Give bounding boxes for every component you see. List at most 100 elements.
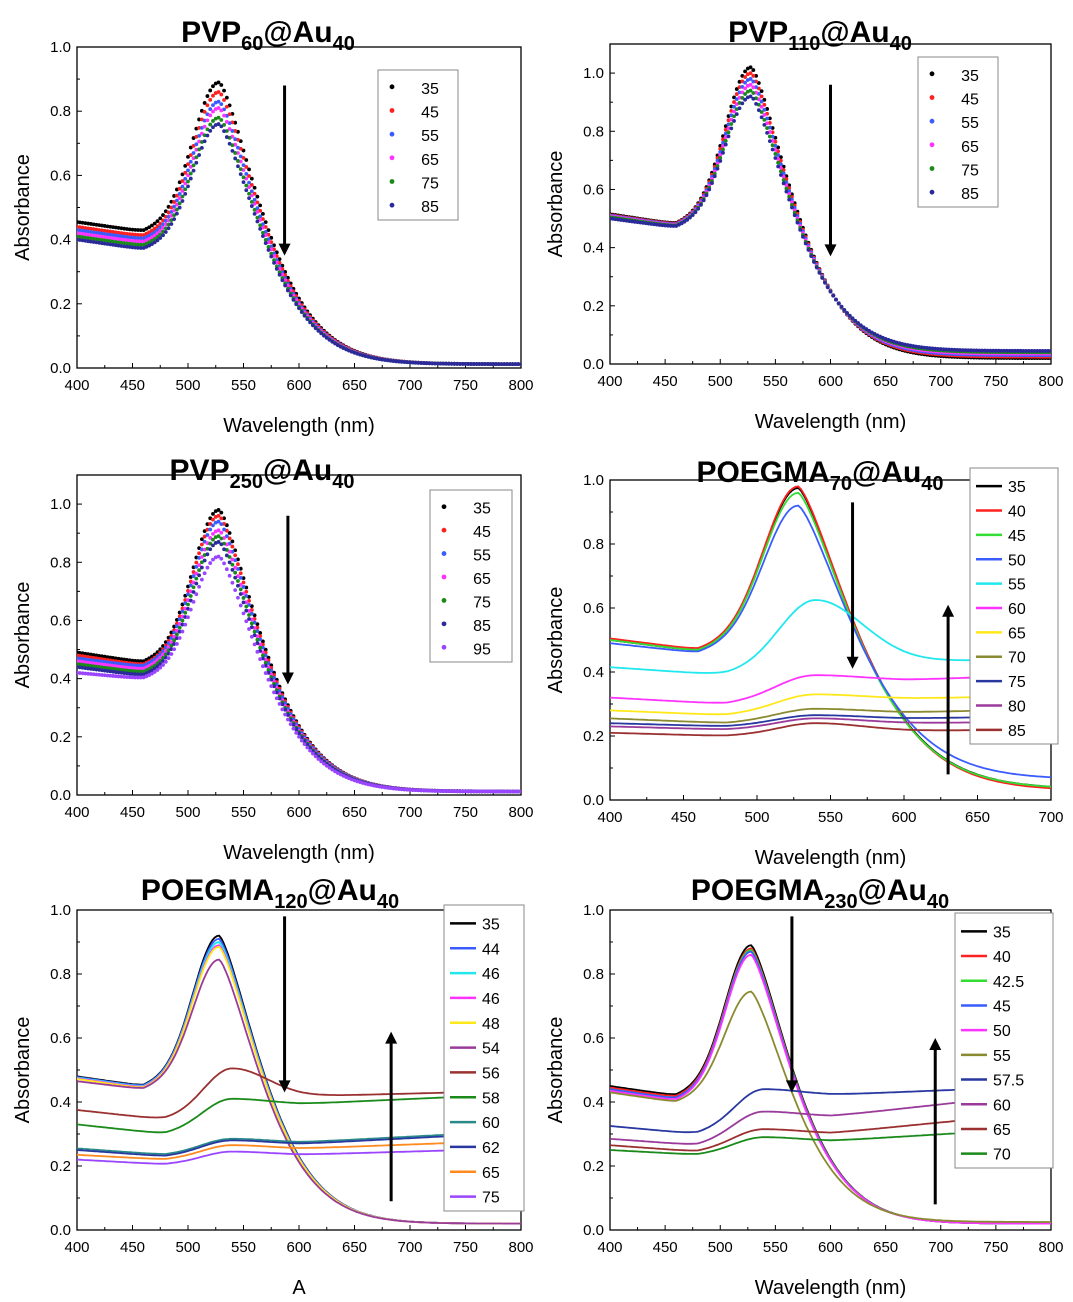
x-tick-label: 500: [708, 373, 733, 390]
data-point: [1016, 348, 1020, 353]
data-point: [408, 787, 412, 792]
data-point: [138, 236, 143, 241]
data-point: [241, 611, 246, 616]
data-point: [277, 260, 282, 265]
data-point: [105, 224, 110, 229]
data-point: [211, 93, 215, 98]
data-point: [438, 789, 443, 793]
x-tick-label: 400: [597, 373, 622, 390]
data-point: [721, 147, 725, 152]
data-point: [233, 151, 238, 155]
x-tick-label: 400: [64, 1239, 89, 1256]
data-point: [247, 617, 251, 621]
data-point: [205, 133, 210, 138]
data-point: [277, 696, 282, 701]
data-point: [175, 198, 179, 203]
data-point: [258, 217, 263, 222]
data-point: [175, 193, 179, 198]
data-point: [266, 670, 271, 675]
data-point: [108, 224, 113, 229]
data-point: [770, 143, 775, 148]
data-point: [499, 362, 504, 367]
data-point: [483, 789, 487, 794]
data-point: [718, 153, 723, 157]
data-point: [767, 139, 772, 143]
data-point: [249, 189, 254, 194]
data-point: [707, 187, 712, 192]
x-axis-label: A: [292, 1277, 306, 1299]
data-point: [460, 362, 465, 366]
data-point: [302, 742, 307, 747]
data-point: [748, 94, 753, 99]
series-line-55: [610, 990, 1051, 1223]
data-point: [433, 788, 437, 793]
data-point: [519, 789, 521, 794]
data-point: [732, 95, 736, 100]
data-point: [1002, 348, 1007, 353]
data-point: [1007, 348, 1012, 353]
data-point: [474, 789, 479, 794]
data-point: [308, 320, 312, 325]
data-point: [491, 362, 496, 366]
data-point: [100, 241, 104, 246]
data-point: [828, 289, 833, 294]
data-point: [743, 75, 747, 79]
data-point: [247, 180, 251, 185]
data-point: [732, 100, 736, 104]
legend-marker: [389, 179, 395, 184]
data-point: [88, 664, 93, 668]
data-point: [77, 659, 82, 664]
data-point: [180, 606, 185, 611]
data-point: [91, 664, 96, 669]
data-point: [817, 270, 822, 275]
data-point: [787, 197, 792, 202]
data-point: [421, 361, 426, 366]
data-point: [861, 325, 866, 330]
data-point: [102, 238, 107, 243]
data-point: [244, 188, 249, 193]
data-point: [108, 655, 113, 660]
data-point: [925, 346, 929, 350]
data-point: [249, 621, 254, 626]
data-point: [252, 185, 257, 190]
data-point: [288, 288, 293, 293]
data-point: [233, 588, 238, 593]
data-point: [122, 231, 127, 236]
data-point: [516, 789, 521, 794]
data-point: [105, 660, 110, 665]
legend-label: 35: [1008, 479, 1026, 496]
series-line-50: [610, 953, 1051, 1225]
data-point: [283, 707, 288, 712]
data-point: [116, 667, 121, 672]
data-point: [166, 218, 171, 223]
data-point: [327, 765, 332, 770]
x-tick-label: 550: [763, 1239, 788, 1256]
data-point: [161, 655, 165, 660]
data-point: [111, 656, 115, 660]
data-point: [241, 596, 246, 600]
legend-marker: [389, 84, 395, 90]
data-point: [266, 661, 271, 666]
data-point: [111, 233, 115, 238]
data-point: [469, 362, 473, 366]
data-point: [1038, 348, 1042, 353]
data-point: [765, 126, 770, 130]
data-point: [205, 541, 210, 546]
data-point: [158, 236, 163, 240]
data-point: [100, 234, 104, 239]
data-point: [238, 172, 243, 177]
data-point: [792, 213, 797, 218]
data-point: [111, 666, 115, 671]
data-point: [244, 604, 249, 609]
data-point: [133, 245, 138, 250]
data-point: [227, 127, 232, 131]
data-point: [177, 636, 182, 640]
data-point: [850, 316, 855, 321]
data-point: [86, 671, 90, 676]
data-point: [194, 555, 199, 560]
data-point: [188, 171, 193, 176]
data-point: [380, 785, 385, 789]
data-point: [1018, 348, 1023, 353]
data-point: [186, 598, 190, 603]
